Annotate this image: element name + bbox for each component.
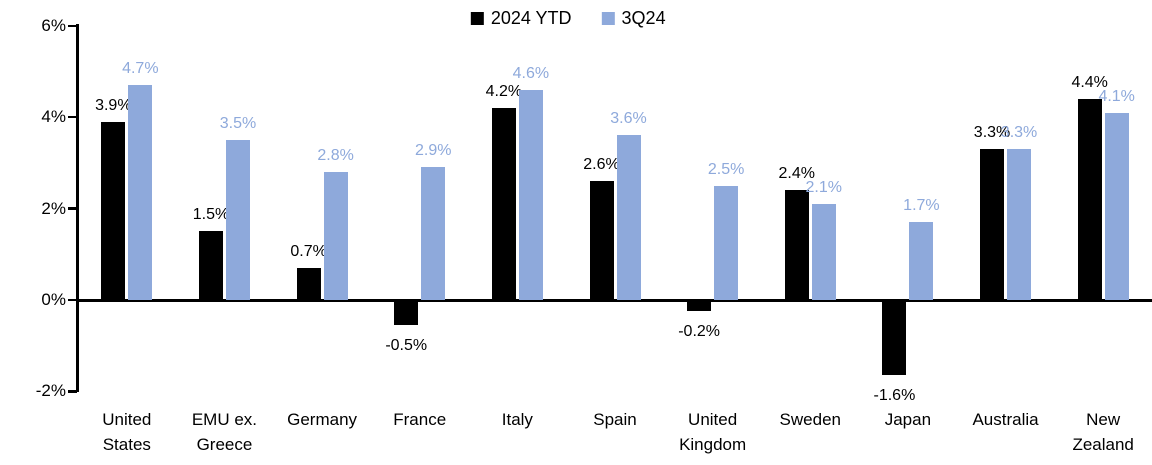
value-label-2024-ytd-france: -0.5% — [385, 336, 428, 354]
bar-3q24-italy — [518, 89, 543, 300]
value-label-2024-ytd-italy: 4.2% — [485, 83, 523, 101]
bar-2024-ytd-italy — [491, 108, 516, 300]
legend-label-2024-ytd: 2024 YTD — [490, 8, 572, 28]
value-label-3q24-united-states: 4.7% — [122, 60, 159, 78]
y-tick-label-0: 0% — [41, 290, 66, 309]
value-label-3q24-spain: 3.6% — [610, 110, 647, 128]
bar-3q24-france — [421, 167, 446, 300]
x-category-label-france: France — [393, 410, 447, 429]
bar-2024-ytd-japan — [882, 302, 907, 376]
y-tick-label-6: 6% — [41, 15, 66, 35]
x-category-label-sweden: Sweden — [779, 410, 841, 429]
x-category-label-italy: Italy — [501, 410, 533, 429]
bar-3q24-sweden — [811, 204, 836, 300]
value-label-3q24-new-zealand: 4.1% — [1098, 87, 1135, 105]
bar-2024-ytd-spain — [589, 181, 614, 300]
value-label-3q24-france: 2.9% — [414, 142, 452, 160]
bar-2024-ytd-france — [394, 302, 419, 325]
x-category-label-emu-ex-greece: EMU ex. Greece — [191, 410, 258, 454]
x-category-label-spain: Spain — [593, 410, 637, 429]
value-label-2024-ytd-sweden: 2.4% — [778, 165, 815, 183]
value-label-2024-ytd-japan: -1.6% — [873, 387, 916, 405]
bar-2024-ytd-emu-ex-greece — [198, 231, 223, 300]
legend-swatch-2024-ytd — [470, 12, 484, 25]
value-label-3q24-australia: 3.3% — [1000, 124, 1038, 142]
value-label-2024-ytd-united-kingdom: -0.2% — [678, 323, 721, 341]
bar-3q24-new-zealand — [1104, 112, 1129, 300]
bar-3q24-united-kingdom — [714, 185, 739, 300]
bar-2024-ytd-sweden — [784, 190, 809, 300]
y-axis-tick-4 — [68, 115, 77, 119]
y-axis-tick-2 — [68, 207, 77, 210]
value-label-2024-ytd-united-states: 3.9% — [95, 96, 132, 114]
legend-label-3q24: 3Q24 — [621, 8, 666, 28]
x-category-label-united-kingdom: United Kingdom — [679, 410, 747, 454]
x-category-label-australia: Australia — [972, 410, 1039, 429]
value-label-3q24-emu-ex-greece: 3.5% — [219, 115, 257, 133]
bar-3q24-germany — [323, 172, 348, 300]
y-axis-tick-2 — [68, 390, 77, 393]
y-tick-label-2: 2% — [41, 198, 66, 218]
y-axis-line — [76, 24, 79, 392]
y-axis-tick-6 — [68, 24, 77, 28]
bar-3q24-united-states — [128, 85, 153, 300]
zero-baseline — [76, 299, 1152, 302]
legend-item-3q24: 3Q24 — [601, 8, 666, 29]
bar-3q24-australia — [1007, 149, 1032, 300]
bar-3q24-spain — [616, 135, 641, 300]
value-label-3q24-italy: 4.6% — [512, 64, 550, 82]
bar-3q24-emu-ex-greece — [225, 140, 250, 300]
value-label-2024-ytd-spain: 2.6% — [583, 156, 620, 174]
value-label-3q24-germany: 2.8% — [317, 147, 354, 165]
chart-legend: 2024 YTD 3Q24 — [470, 8, 666, 29]
legend-swatch-3q24 — [601, 12, 615, 25]
x-category-label-japan: Japan — [884, 410, 932, 429]
value-label-2024-ytd-emu-ex-greece: 1.5% — [192, 206, 230, 224]
y-tick-label-4: 4% — [41, 107, 66, 127]
x-category-label-germany: Germany — [287, 410, 358, 429]
x-category-label-new-zealand: New Zealand — [1072, 410, 1134, 454]
y-axis-tick-0 — [68, 298, 77, 302]
value-label-2024-ytd-new-zealand: 4.4% — [1071, 73, 1108, 91]
y-tick-label-2: -2% — [35, 381, 66, 401]
bar-2024-ytd-australia — [980, 149, 1005, 300]
legend-item-2024-ytd: 2024 YTD — [470, 8, 572, 29]
bar-2024-ytd-united-states — [101, 121, 126, 300]
value-label-3q24-sweden: 2.1% — [805, 179, 842, 197]
value-label-3q24-united-kingdom: 2.5% — [707, 160, 745, 178]
bar-3q24-japan — [909, 222, 934, 300]
value-label-3q24-japan: 1.7% — [903, 197, 940, 215]
bar-2024-ytd-new-zealand — [1077, 98, 1102, 300]
value-label-2024-ytd-germany: 0.7% — [290, 243, 327, 260]
bar-2024-ytd-germany — [296, 268, 321, 300]
x-category-label-united-states: United States — [102, 410, 152, 454]
bar-2024-ytd-united-kingdom — [687, 302, 712, 312]
value-label-2024-ytd-australia: 3.3% — [973, 124, 1011, 142]
